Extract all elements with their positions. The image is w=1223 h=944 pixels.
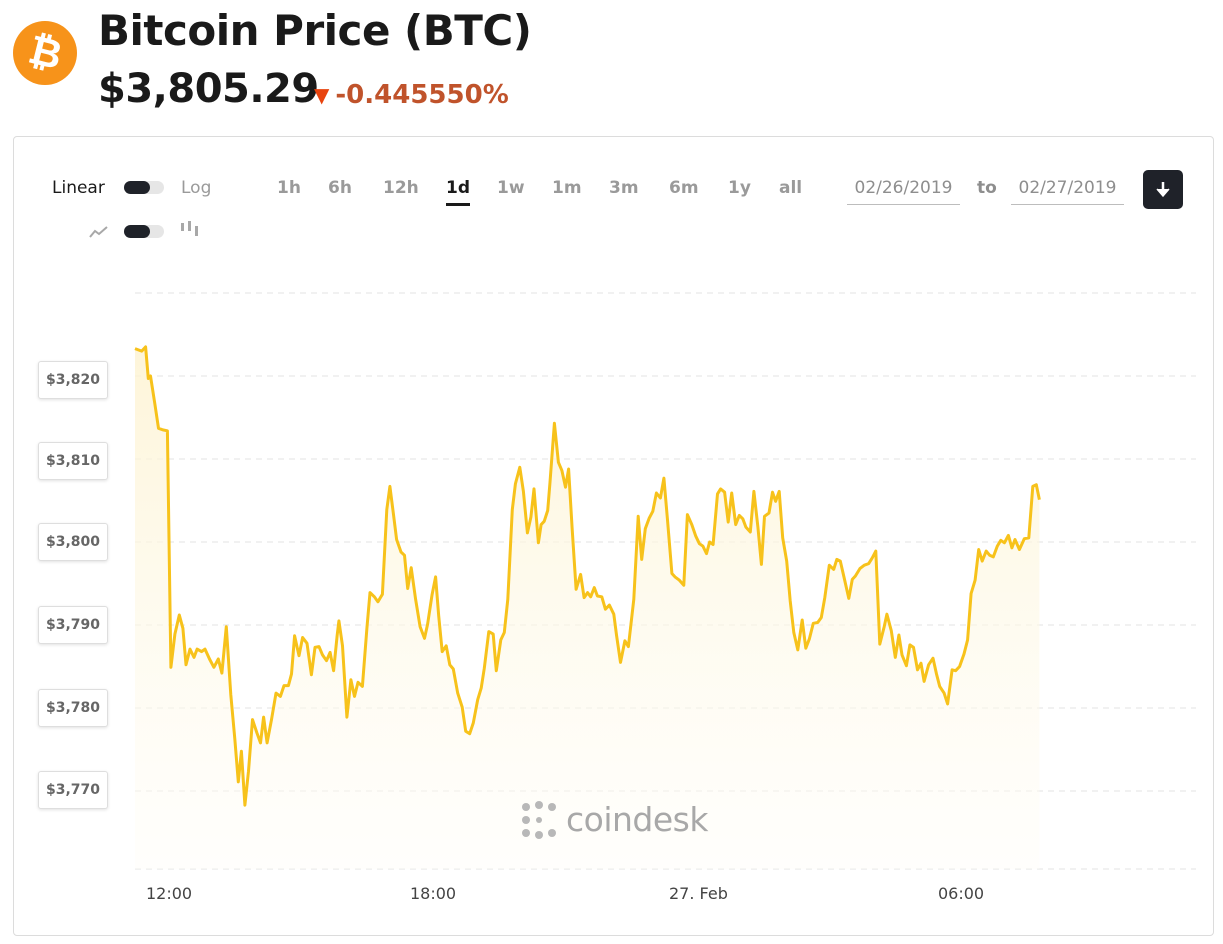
price-line bbox=[134, 345, 1041, 807]
y-tick-label: $3,770 bbox=[38, 771, 108, 809]
y-tick-label: $3,780 bbox=[38, 689, 108, 727]
range-1y[interactable]: 1y bbox=[728, 178, 751, 198]
range-all[interactable]: all bbox=[779, 178, 803, 198]
coindesk-watermark: coindesk bbox=[520, 800, 708, 839]
date-from-input[interactable]: 02/26/2019 bbox=[847, 174, 960, 205]
candlestick-icon[interactable] bbox=[180, 220, 200, 238]
date-to-input[interactable]: 02/27/2019 bbox=[1011, 174, 1124, 205]
page-title: Bitcoin Price (BTC) bbox=[98, 6, 532, 55]
coindesk-wordmark: coindesk bbox=[566, 800, 708, 839]
y-tick-label: $3,790 bbox=[38, 606, 108, 644]
y-tick-label: $3,820 bbox=[38, 361, 108, 399]
y-tick-label: $3,800 bbox=[38, 523, 108, 561]
range-6h[interactable]: 6h bbox=[328, 178, 352, 198]
scale-toggle-knob bbox=[124, 181, 150, 194]
price-change-value: -0.445550% bbox=[335, 80, 509, 110]
date-to-separator: to bbox=[977, 178, 997, 198]
range-1w[interactable]: 1w bbox=[497, 178, 525, 198]
range-1m[interactable]: 1m bbox=[552, 178, 582, 198]
y-tick-label: $3,810 bbox=[38, 442, 108, 480]
current-price: $3,805.29 bbox=[98, 66, 319, 112]
range-6m[interactable]: 6m bbox=[669, 178, 699, 198]
scale-log-label[interactable]: Log bbox=[181, 178, 212, 198]
line-chart-icon[interactable] bbox=[89, 225, 109, 239]
price-area bbox=[135, 346, 1040, 869]
price-change: ▼ -0.445550% bbox=[314, 80, 509, 110]
coindesk-logo-icon bbox=[522, 800, 556, 839]
x-tick-label: 18:00 bbox=[410, 884, 457, 903]
chart-type-toggle[interactable] bbox=[124, 225, 164, 238]
download-arrow-icon bbox=[1156, 181, 1170, 197]
range-12h[interactable]: 12h bbox=[383, 178, 419, 198]
scale-linear-label[interactable]: Linear bbox=[52, 178, 105, 198]
bitcoin-logo-icon: ₿ bbox=[13, 21, 77, 85]
range-1d[interactable]: 1d bbox=[446, 178, 470, 206]
x-tick-label: 12:00 bbox=[146, 884, 193, 903]
range-3m[interactable]: 3m bbox=[609, 178, 639, 198]
chart-type-toggle-knob bbox=[124, 225, 150, 238]
range-1h[interactable]: 1h bbox=[277, 178, 301, 198]
x-tick-label: 06:00 bbox=[938, 884, 985, 903]
down-triangle-icon: ▼ bbox=[314, 83, 330, 107]
scale-toggle[interactable] bbox=[124, 181, 164, 194]
download-button[interactable] bbox=[1143, 170, 1183, 209]
x-tick-label: 27. Feb bbox=[669, 884, 728, 903]
